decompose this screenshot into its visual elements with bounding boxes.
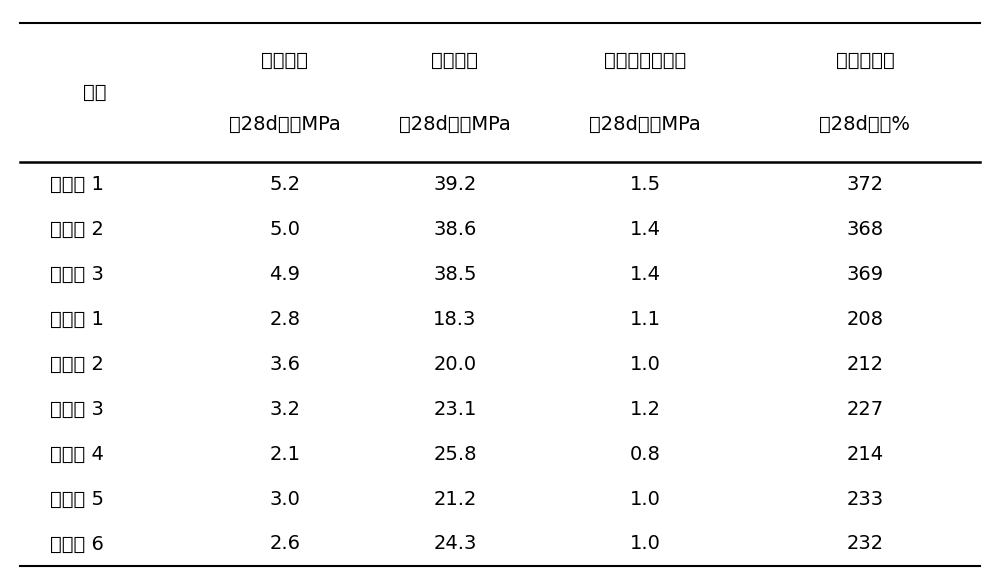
Text: 39.2: 39.2: [433, 175, 477, 194]
Text: 227: 227: [846, 399, 884, 418]
Text: （28d），MPa: （28d），MPa: [589, 115, 701, 134]
Text: 比较例 3: 比较例 3: [50, 399, 104, 418]
Text: 3.0: 3.0: [270, 490, 300, 509]
Text: 38.5: 38.5: [433, 265, 477, 284]
Text: 5.2: 5.2: [269, 175, 301, 194]
Text: 抗压强度: 抗压强度: [432, 51, 479, 70]
Text: 抗折强度: 抗折强度: [262, 51, 308, 70]
Text: 368: 368: [846, 220, 884, 239]
Text: 1.2: 1.2: [630, 399, 660, 418]
Text: 38.6: 38.6: [433, 220, 477, 239]
Text: 2.1: 2.1: [270, 444, 300, 464]
Text: 214: 214: [846, 444, 884, 464]
Text: 1.0: 1.0: [630, 490, 660, 509]
Text: 21.2: 21.2: [433, 490, 477, 509]
Text: 1.4: 1.4: [630, 265, 660, 284]
Text: 比较例 5: 比较例 5: [50, 490, 104, 509]
Text: 比较例 2: 比较例 2: [50, 355, 104, 373]
Text: 实施例 2: 实施例 2: [50, 220, 104, 239]
Text: 1.1: 1.1: [630, 310, 660, 329]
Text: 项目: 项目: [83, 83, 107, 102]
Text: 1.4: 1.4: [630, 220, 660, 239]
Text: 3.6: 3.6: [270, 355, 300, 373]
Text: 抗渗压力比: 抗渗压力比: [836, 51, 894, 70]
Text: （28d），%: （28d），%: [820, 115, 910, 134]
Text: 212: 212: [846, 355, 884, 373]
Text: 18.3: 18.3: [433, 310, 477, 329]
Text: 5.0: 5.0: [270, 220, 300, 239]
Text: 232: 232: [846, 535, 884, 554]
Text: 比较例 1: 比较例 1: [50, 310, 104, 329]
Text: （28d），MPa: （28d），MPa: [229, 115, 341, 134]
Text: 2.6: 2.6: [270, 535, 300, 554]
Text: 2.8: 2.8: [270, 310, 300, 329]
Text: 3.2: 3.2: [270, 399, 300, 418]
Text: 湿基面粘接强度: 湿基面粘接强度: [604, 51, 686, 70]
Text: 实施例 1: 实施例 1: [50, 175, 104, 194]
Text: 24.3: 24.3: [433, 535, 477, 554]
Text: 比较例 6: 比较例 6: [50, 535, 104, 554]
Text: 20.0: 20.0: [433, 355, 477, 373]
Text: 369: 369: [846, 265, 884, 284]
Text: 23.1: 23.1: [433, 399, 477, 418]
Text: 372: 372: [846, 175, 884, 194]
Text: 实施例 3: 实施例 3: [50, 265, 104, 284]
Text: 4.9: 4.9: [270, 265, 300, 284]
Text: 208: 208: [846, 310, 884, 329]
Text: 0.8: 0.8: [630, 444, 660, 464]
Text: 1.0: 1.0: [630, 355, 660, 373]
Text: 233: 233: [846, 490, 884, 509]
Text: 比较例 4: 比较例 4: [50, 444, 104, 464]
Text: 1.0: 1.0: [630, 535, 660, 554]
Text: （28d），MPa: （28d），MPa: [399, 115, 511, 134]
Text: 25.8: 25.8: [433, 444, 477, 464]
Text: 1.5: 1.5: [629, 175, 661, 194]
